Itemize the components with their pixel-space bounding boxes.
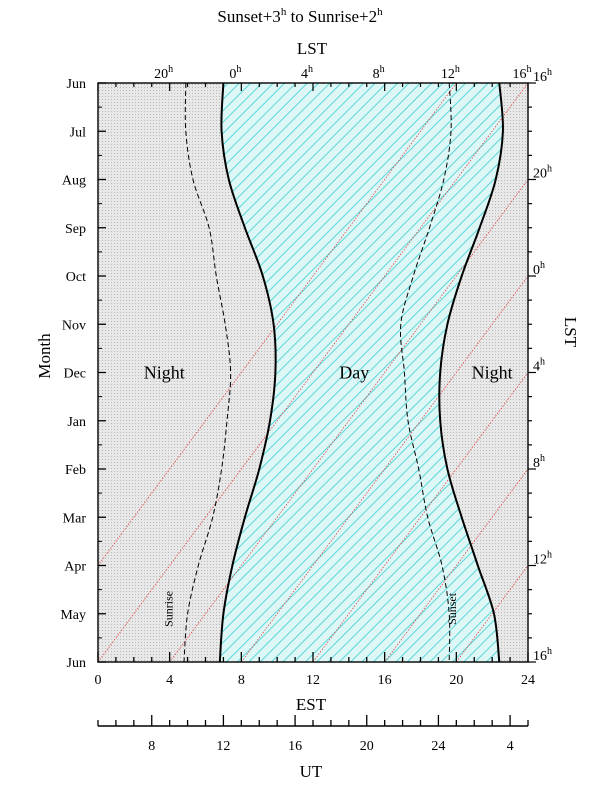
title-part: Sunset+3: [217, 7, 280, 26]
lst-top-tick-label: 12h: [441, 64, 460, 82]
x-axis: 0 4 8 12 16 20 24: [95, 652, 535, 688]
lst-right-tick-sup: h: [547, 164, 552, 175]
lst-top-tick-label: 8h: [373, 64, 385, 82]
x-tick-label: 8: [238, 673, 245, 688]
region-label: Day: [339, 363, 369, 383]
lst-right-tick-value: 16: [533, 70, 547, 85]
lst-top-tick-sup: h: [455, 64, 460, 75]
lst-top-tick-sup: h: [236, 64, 241, 75]
lst-line: [241, 275, 528, 662]
lst-right-tick-label: 16h: [533, 67, 552, 85]
ut-axis-title: UT: [300, 762, 323, 781]
lst-top-tick-sup: h: [308, 64, 313, 75]
y-tick-label: Jun: [67, 77, 86, 92]
lst-top-axis: 20h 0h 4h 8h 12h 16h: [97, 64, 532, 91]
lst-right-tick-sup: h: [540, 453, 545, 464]
y-tick-label: Jul: [70, 125, 86, 140]
lst-right-tick-label: 4h: [533, 357, 545, 375]
lst-line: [600, 83, 609, 662]
region-label: Night: [144, 363, 185, 383]
lst-right-tick-label: 20h: [533, 164, 552, 182]
lst-top-tick-value: 16: [513, 67, 527, 82]
y-tick-label: Dec: [63, 367, 86, 382]
lst-line: [384, 468, 528, 662]
x-tick-label: 0: [95, 673, 102, 688]
ut-tick-label: 4: [507, 739, 514, 754]
lst-right-tick-value: 12: [533, 553, 547, 568]
y-axis: Jun Jul Aug Sep Oct Nov Dec Jan Feb Mar Apr May Jun: [60, 77, 106, 671]
x-tick-label: 12: [306, 673, 320, 688]
y-tick-label: Aug: [62, 174, 86, 189]
ut-tick-label: 16: [288, 739, 302, 754]
lst-top-tick-sup: h: [168, 64, 173, 75]
x-tick-label: 20: [449, 673, 463, 688]
lst-right-axis-title: LST: [561, 317, 580, 348]
lst-top-tick-label: 16h: [513, 64, 532, 82]
day-area: [219, 83, 503, 662]
x-tick-label: 4: [166, 673, 173, 688]
lst-right-tick-label: 0h: [533, 260, 545, 278]
lst-top-tick-value: 8: [373, 67, 380, 82]
ut-axis: 8 12 16 20 24 4: [97, 715, 529, 754]
ut-tick-label: 24: [431, 739, 445, 754]
lst-right-tick-label: 8h: [533, 453, 545, 471]
title-sup: h: [377, 6, 383, 18]
lst-top-tick-value: 4: [301, 67, 308, 82]
lst-top-tick-sup: h: [527, 64, 532, 75]
lst-line: [312, 371, 528, 662]
lst-top-axis-title: LST: [297, 39, 328, 58]
ut-tick-label: 20: [360, 739, 374, 754]
y-tick-label: May: [60, 608, 86, 623]
lst-right-tick-sup: h: [540, 260, 545, 271]
lst-line: [98, 83, 528, 662]
y-tick-label: Sep: [65, 222, 86, 237]
chart-title: Sunset+3h to Sunrise+2h: [217, 6, 383, 26]
lst-right-tick-sup: h: [547, 646, 552, 657]
lst-right-tick-label: 12h: [533, 550, 552, 568]
lst-top-tick-label: 20h: [154, 64, 173, 82]
lst-right-tick-sup: h: [540, 357, 545, 368]
region-label: Night: [472, 363, 513, 383]
ut-tick-label: 12: [216, 739, 230, 754]
y-tick-label: Jun: [67, 656, 86, 671]
lst-right-tick-sup: h: [547, 550, 552, 561]
lst-top-tick-value: 0: [229, 67, 236, 82]
sunrise-label: Sunrise: [161, 591, 175, 627]
lst-right-tick-value: 4: [533, 360, 540, 375]
y-tick-label: Nov: [62, 318, 86, 333]
lst-right-tick-label: 16h: [533, 646, 552, 664]
lst-right-tick-sup: h: [547, 67, 552, 78]
lst-right-tick-value: 8: [533, 456, 540, 471]
lst-top-tick-label: 4h: [301, 64, 313, 82]
lst-right-tick-value: 20: [533, 167, 547, 182]
dark_end-curve: [218, 83, 277, 662]
sunrise-curve: [183, 83, 232, 662]
lst-top-tick-label: 0h: [229, 64, 241, 82]
lst-top-tick-value: 12: [441, 67, 455, 82]
y-axis-title: Month: [35, 333, 54, 379]
sunset-label: Sunset: [445, 592, 459, 625]
title-sup: h: [281, 6, 287, 18]
lst-right-tick-value: 0: [533, 263, 540, 278]
y-tick-label: Jan: [67, 415, 86, 430]
dark_start-curve: [438, 83, 504, 662]
y-tick-label: Apr: [64, 560, 86, 575]
curves: [183, 83, 504, 662]
lst-line: [169, 178, 528, 662]
chart-labels: Night Day Night Sunrise Sunset: [144, 363, 513, 627]
y-tick-label: Oct: [66, 270, 86, 285]
x-tick-label: 24: [521, 673, 535, 688]
lst-right-tick-value: 16: [533, 649, 547, 664]
lst-top-tick-sup: h: [380, 64, 385, 75]
ut-tick-label: 8: [148, 739, 155, 754]
lst-top-tick-value: 20: [154, 67, 168, 82]
y-tick-label: Feb: [65, 463, 86, 478]
x-tick-label: 16: [378, 673, 392, 688]
title-part: to Sunrise+2: [286, 7, 377, 26]
y-tick-label: Mar: [63, 511, 87, 526]
sunset-curve: [399, 83, 452, 662]
x-axis-title: EST: [296, 695, 327, 714]
